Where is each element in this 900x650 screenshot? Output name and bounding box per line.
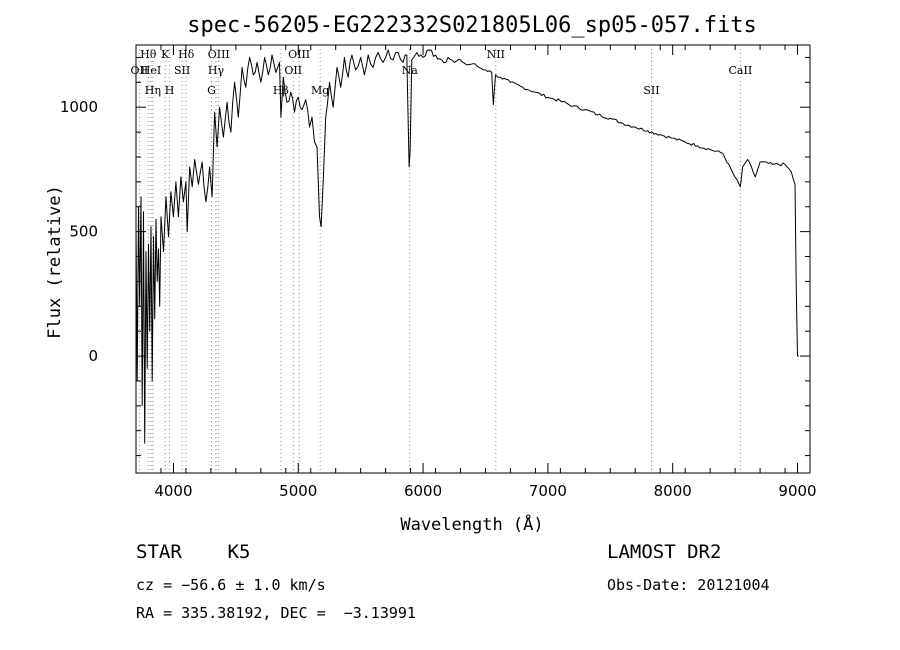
line-marker-label: SII (174, 64, 190, 77)
line-marker-label: Hθ (140, 48, 157, 61)
line-marker-label: Hβ (273, 84, 289, 97)
x-tick-label: 7000 (529, 482, 567, 500)
x-tick-label: 8000 (654, 482, 692, 500)
line-marker-label: OIII (288, 48, 310, 61)
y-tick-label: 500 (69, 223, 98, 241)
axis-ticks: 4000 5000 6000 7000 8000 9000 0 500 1000 (60, 45, 817, 500)
x-tick-label: 4000 (154, 482, 192, 500)
spectrum-series (135, 49, 799, 444)
line-marker-label: H (165, 84, 175, 97)
line-marker-label: Hη (145, 84, 161, 97)
x-axis-label: Wavelength (Å) (400, 513, 543, 535)
x-tick-label: 9000 (778, 482, 816, 500)
chart-title: spec-56205-EG222332S021805L06_sp05-057.f… (187, 13, 757, 38)
line-marker-label: OIII (208, 48, 230, 61)
line-marker-label: NII (487, 48, 505, 61)
line-marker-label: OII (284, 64, 302, 77)
y-tick-label: 1000 (60, 98, 98, 116)
line-marker-label: Na (402, 64, 419, 77)
line-marker-label: OII (131, 64, 149, 77)
line-marker-label: SII (643, 84, 659, 97)
line-marker-label: HeI (141, 64, 161, 77)
survey-text: LAMOST DR2 (607, 541, 722, 563)
x-tick-label: 5000 (279, 482, 317, 500)
velocity-text: cz = −56.6 ± 1.0 km/s (136, 576, 326, 594)
x-tick-label: 6000 (404, 482, 442, 500)
line-marker-label: CaII (729, 64, 753, 77)
spectrum-line (135, 49, 799, 444)
line-marker-label: G (207, 84, 216, 97)
classification-text: STAR K5 (136, 541, 251, 563)
obs-date-text: Obs-Date: 20121004 (607, 576, 770, 594)
y-tick-label: 0 (88, 347, 98, 365)
coordinates-text: RA = 335.38192, DEC = −3.13991 (136, 604, 416, 622)
line-marker-label: K (161, 48, 170, 61)
line-marker-label: Hγ (208, 64, 225, 77)
y-axis-label: Flux (relative) (45, 185, 65, 339)
line-marker-label: Mg (311, 84, 329, 97)
